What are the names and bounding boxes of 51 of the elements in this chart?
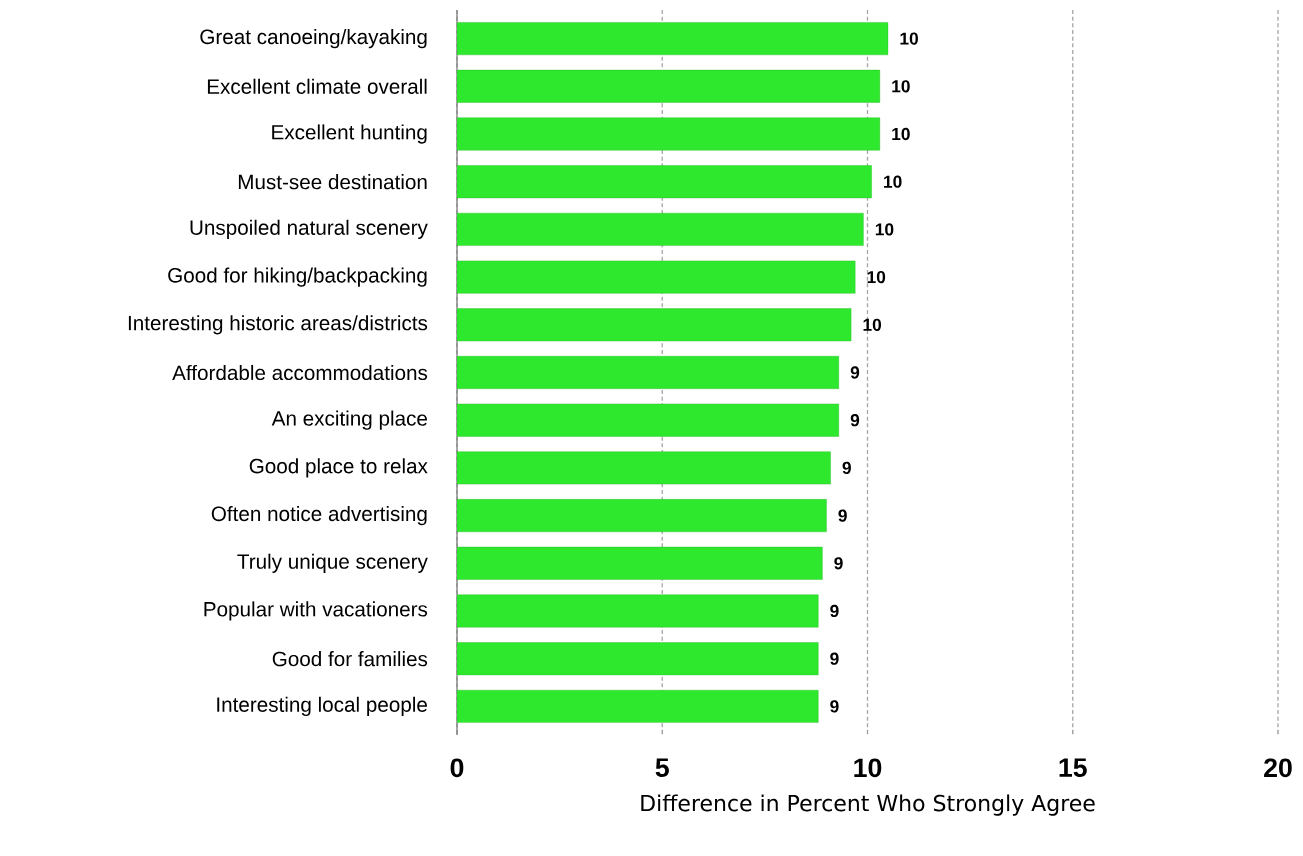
y-tick-label: Interesting historic areas/districts xyxy=(128,315,428,335)
bar xyxy=(457,260,856,294)
y-tick-label: Good for families xyxy=(272,651,428,667)
data-label: 9 xyxy=(838,509,847,522)
data-label: 10 xyxy=(863,318,882,331)
y-tick-label: Great canoeing/kayaking xyxy=(200,28,427,49)
bar xyxy=(457,689,819,723)
data-label: 9 xyxy=(834,557,843,570)
data-label: 10 xyxy=(900,32,918,45)
data-label: 10 xyxy=(892,127,910,141)
data-label: 9 xyxy=(850,414,860,427)
y-tick-label: Unspoiled natural scenery xyxy=(190,219,428,240)
data-label: 9 xyxy=(830,700,839,713)
data-label: 9 xyxy=(830,652,839,665)
bar xyxy=(457,22,889,56)
y-tick-label: Often notice advertising xyxy=(211,505,427,526)
bar xyxy=(457,546,823,580)
y-tick-label: Popular with vacationers xyxy=(204,601,428,621)
data-label: 10 xyxy=(892,80,910,93)
y-tick-label: An exciting place xyxy=(271,410,427,430)
x-tick-label: 20 xyxy=(1264,758,1292,778)
y-tick-label: Must-see destination xyxy=(238,174,427,190)
bar xyxy=(457,165,872,199)
bar xyxy=(457,594,819,628)
y-tick-label: Good for hiking/backpacking xyxy=(168,267,427,287)
y-tick-label: Excellent climate overall xyxy=(207,78,427,94)
data-label: 10 xyxy=(884,175,902,188)
x-tick-label: 5 xyxy=(655,758,669,777)
bar xyxy=(457,212,864,246)
data-label: 10 xyxy=(867,270,886,284)
bar xyxy=(457,499,827,533)
x-tick-label: 0 xyxy=(450,758,464,778)
y-tick-label: Interesting local people xyxy=(217,696,427,717)
y-tick-label: Truly unique scenery xyxy=(237,553,428,573)
data-label: 9 xyxy=(830,604,839,618)
x-tick-label: 10 xyxy=(854,758,882,778)
y-tick-label: Affordable accommodations xyxy=(172,364,428,381)
y-tick-label: Good place to relax xyxy=(249,458,428,478)
bar xyxy=(457,117,881,151)
bar xyxy=(457,69,881,103)
bar xyxy=(457,403,839,437)
x-tick-label: 15 xyxy=(1059,758,1087,777)
y-tick-label: Excellent hunting xyxy=(272,124,427,144)
bar xyxy=(457,642,819,676)
bar xyxy=(457,356,839,389)
x-axis-title: Difference in Percent Who Strongly Agree xyxy=(641,794,1095,816)
bar xyxy=(457,308,852,342)
bar xyxy=(457,451,831,485)
data-label: 9 xyxy=(850,366,860,379)
data-label: 10 xyxy=(875,223,894,236)
data-label: 9 xyxy=(842,461,851,475)
